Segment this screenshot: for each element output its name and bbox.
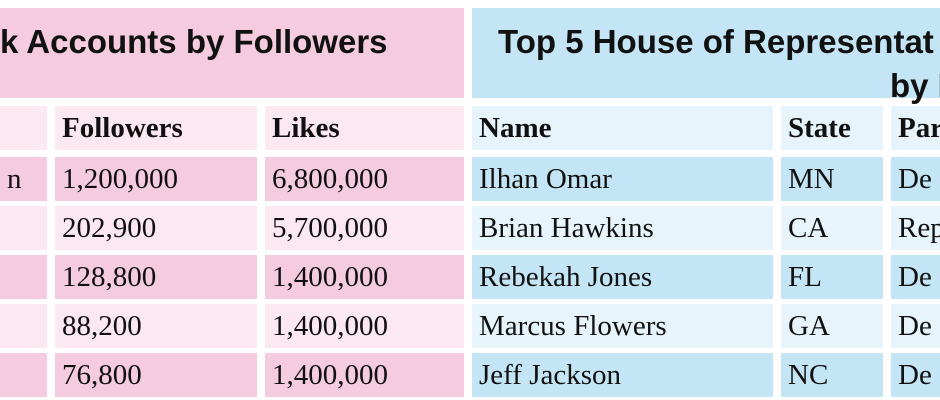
followers-cell: 76,800 <box>55 353 257 397</box>
facebook-table-title: k Accounts by Followers <box>0 8 464 98</box>
column-header-likes: Likes <box>265 106 464 150</box>
followers-cell: 128,800 <box>55 255 257 299</box>
state-cell: CA <box>781 206 883 250</box>
representative-name-cell: Ilhan Omar <box>472 157 773 201</box>
party-cell: De <box>891 353 940 397</box>
table-row: Jeff Jackson NC De <box>472 353 940 397</box>
column-header-party: Par <box>891 106 940 150</box>
representative-name-cell: Marcus Flowers <box>472 304 773 348</box>
party-cell: Rep <box>891 206 940 250</box>
column-header-state: State <box>781 106 883 150</box>
facebook-accounts-table: k Accounts by Followers Followers Likes … <box>0 0 464 400</box>
followers-cell: 202,900 <box>55 206 257 250</box>
state-cell: MN <box>781 157 883 201</box>
followers-cell: 1,200,000 <box>55 157 257 201</box>
representative-name-cell: Jeff Jackson <box>472 353 773 397</box>
likes-cell: 6,800,000 <box>265 157 464 201</box>
party-cell: De <box>891 157 940 201</box>
party-cell: De <box>891 304 940 348</box>
table-row: Brian Hawkins CA Rep <box>472 206 940 250</box>
representative-name-cell: Brian Hawkins <box>472 206 773 250</box>
account-name-cell <box>0 304 47 348</box>
column-header-name: Name <box>472 106 773 150</box>
likes-cell: 1,400,000 <box>265 304 464 348</box>
table-row: n 1,200,000 6,800,000 <box>0 157 464 201</box>
table-row: 88,200 1,400,000 <box>0 304 464 348</box>
table-row: 76,800 1,400,000 <box>0 353 464 397</box>
representative-name-cell: Rebekah Jones <box>472 255 773 299</box>
followers-cell: 88,200 <box>55 304 257 348</box>
account-name-cell <box>0 255 47 299</box>
house-table-title-line1: Top 5 House of Representat <box>498 23 934 60</box>
house-representatives-table: Top 5 House of Representat by F Name Sta… <box>472 0 940 400</box>
table-row: Marcus Flowers GA De <box>472 304 940 348</box>
table-row: Ilhan Omar MN De <box>472 157 940 201</box>
house-table-header: Name State Par <box>472 106 940 150</box>
table-row: 202,900 5,700,000 <box>0 206 464 250</box>
column-header-followers: Followers <box>55 106 257 150</box>
state-cell: FL <box>781 255 883 299</box>
account-name-cell <box>0 353 47 397</box>
house-table-title-line2: by F <box>890 67 940 104</box>
likes-cell: 1,400,000 <box>265 353 464 397</box>
table-row: 128,800 1,400,000 <box>0 255 464 299</box>
table-row: Rebekah Jones FL De <box>472 255 940 299</box>
account-name-cell <box>0 206 47 250</box>
facebook-table-title-text: k Accounts by Followers <box>0 23 388 60</box>
likes-cell: 5,700,000 <box>265 206 464 250</box>
column-header-name <box>0 106 47 150</box>
facebook-table-header: Followers Likes <box>0 106 464 150</box>
house-table-title: Top 5 House of Representat by F <box>472 8 940 104</box>
party-cell: De <box>891 255 940 299</box>
state-cell: GA <box>781 304 883 348</box>
state-cell: NC <box>781 353 883 397</box>
likes-cell: 1,400,000 <box>265 255 464 299</box>
account-name-cell: n <box>0 157 47 201</box>
